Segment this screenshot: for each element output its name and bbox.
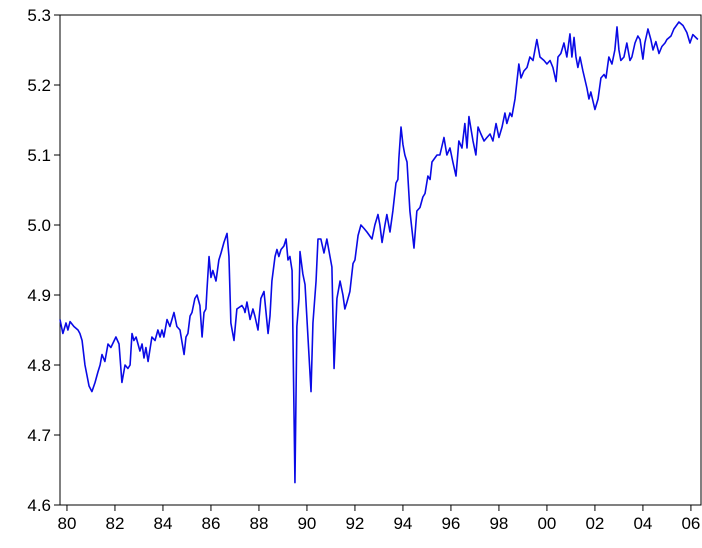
y-tick-label: 4.9 <box>27 286 51 305</box>
y-tick-label: 4.6 <box>27 496 51 515</box>
x-tick-label: 04 <box>633 514 652 533</box>
y-tick-label: 5.2 <box>27 76 51 95</box>
x-tick-label: 86 <box>201 514 220 533</box>
plot-frame <box>59 14 702 506</box>
data-line <box>59 21 699 484</box>
x-tick-label: 02 <box>585 514 604 533</box>
x-tick-label: 06 <box>681 514 700 533</box>
x-tick-label: 94 <box>393 514 412 533</box>
x-tick-label: 00 <box>537 514 556 533</box>
y-tick-label: 5.3 <box>27 6 51 25</box>
x-tick-label: 98 <box>489 514 508 533</box>
x-tick-label: 82 <box>105 514 124 533</box>
y-tick-label: 5.1 <box>27 146 51 165</box>
x-tick-label: 96 <box>441 514 460 533</box>
x-tick-label: 90 <box>297 514 316 533</box>
y-tick-label: 4.8 <box>27 356 51 375</box>
y-tick-label: 5.0 <box>27 216 51 235</box>
x-tick-label: 80 <box>57 514 76 533</box>
x-tick-label: 88 <box>249 514 268 533</box>
y-tick-label: 4.7 <box>27 426 51 445</box>
x-tick-label: 92 <box>345 514 364 533</box>
x-tick-label: 84 <box>153 514 172 533</box>
